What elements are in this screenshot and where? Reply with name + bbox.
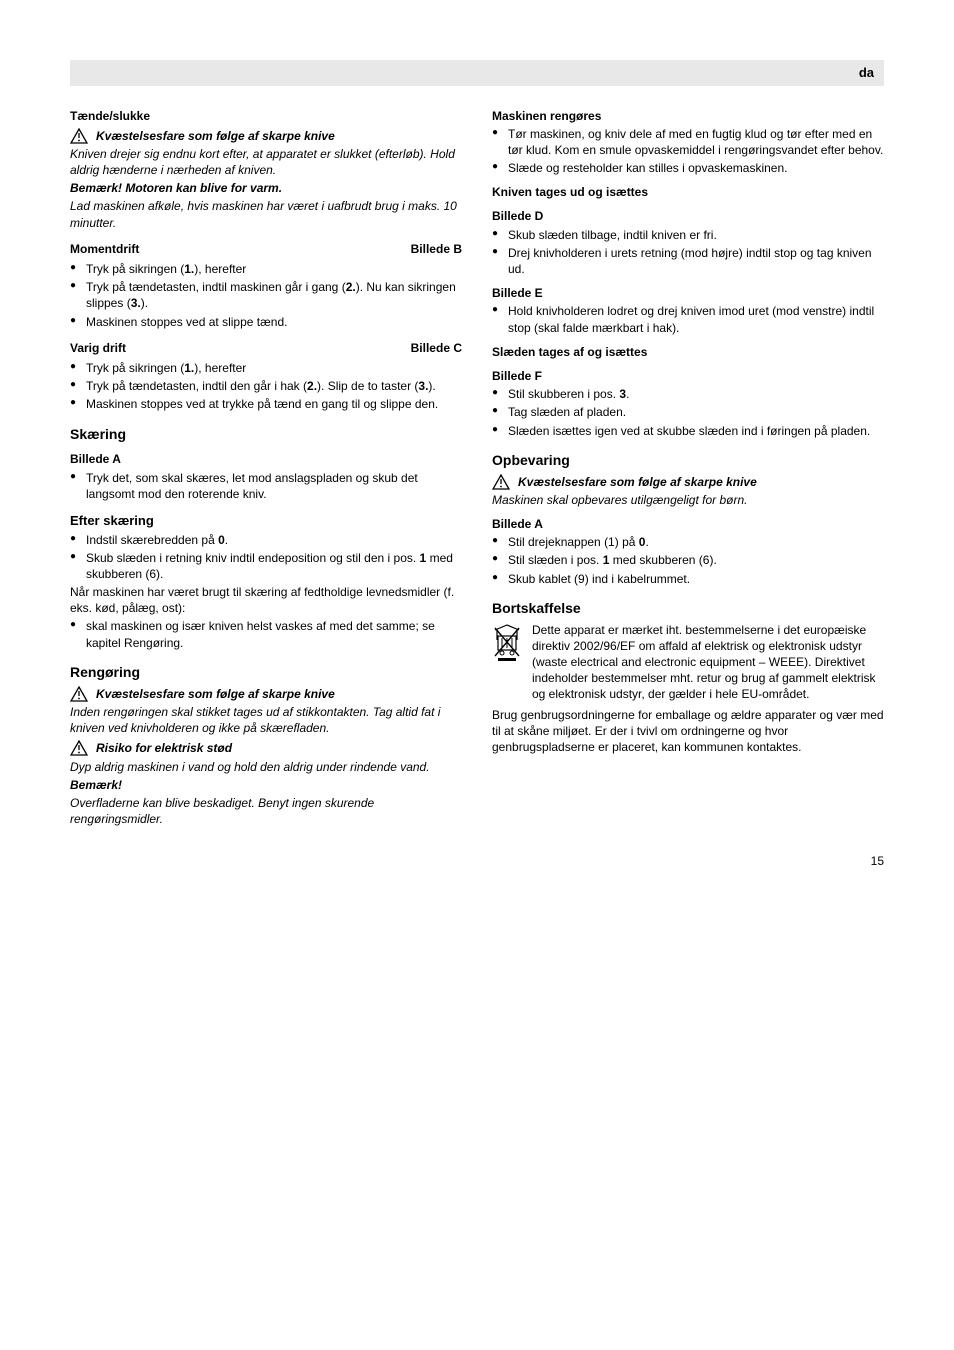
left-column: Tænde/slukke Kvæstelsesfare som følge af… <box>70 100 462 830</box>
billede-b: Billede B <box>411 241 462 257</box>
heading-bortskaffelse: Bortskaffelse <box>492 599 884 618</box>
warning-text: Risiko for elektrisk stød <box>96 740 232 756</box>
list-item: Indstil skærebredden på 0. <box>70 532 462 548</box>
list-item: Tag slæden af pladen. <box>492 404 884 420</box>
bemaerk-heading: Bemærk! <box>70 777 462 793</box>
billede-a-2: Billede A <box>492 516 884 532</box>
warning-icon <box>70 740 88 756</box>
list-item: Slæde og resteholder kan stilles i opvas… <box>492 160 884 176</box>
kniven-e-list: Hold knivholderen lodret og drej kniven … <box>492 303 884 335</box>
warning-knife-2: Kvæstelsesfare som følge af skarpe knive <box>70 686 462 702</box>
warning-knife-3: Kvæstelsesfare som følge af skarpe knive <box>492 474 884 490</box>
motor-warning: Bemærk! Motoren kan blive for varm. <box>70 180 462 196</box>
heading-kniven: Kniven tages ud og isættes <box>492 184 884 200</box>
warning-body: Kniven drejer sig endnu kort efter, at a… <box>70 146 462 178</box>
bortskaffelse-p2: Brug genbrugsordningerne for emballage o… <box>492 707 884 756</box>
heading-slaeden: Slæden tages af og isættes <box>492 344 884 360</box>
list-item: Stil slæden i pos. 1 med skubberen (6). <box>492 552 884 568</box>
maskinen-list: Tør maskinen, og kniv dele af med en fug… <box>492 126 884 177</box>
heading-rengoring: Rengøring <box>70 663 462 682</box>
weee-icon <box>492 622 522 666</box>
list-item: Maskinen stoppes ved at trykke på tænd e… <box>70 396 462 412</box>
efter-list-2: skal maskinen og især kniven helst vaske… <box>70 618 462 650</box>
opbevaring-list: Stil drejeknappen (1) på 0. Stil slæden … <box>492 534 884 587</box>
right-column: Maskinen rengøres Tør maskinen, og kniv … <box>492 100 884 830</box>
list-item: Tryk på sikringen (1.), herefter <box>70 261 462 277</box>
page-number: 15 <box>70 853 884 869</box>
heading-opbevaring: Opbevaring <box>492 451 884 470</box>
varig-row: Varig drift Billede C <box>70 332 462 358</box>
list-item: Tryk på tændetasten, indtil maskinen går… <box>70 279 462 311</box>
billede-c: Billede C <box>411 340 462 356</box>
list-item: Tryk på sikringen (1.), herefter <box>70 360 462 376</box>
skaering-list: Tryk det, som skal skæres, let mod ansla… <box>70 470 462 502</box>
list-item: Stil skubberen i pos. 3. <box>492 386 884 402</box>
columns: Tænde/slukke Kvæstelsesfare som følge af… <box>70 100 884 830</box>
heading-maskinen: Maskinen rengøres <box>492 108 884 124</box>
warning-icon <box>70 686 88 702</box>
billede-e: Billede E <box>492 285 884 301</box>
list-item: Maskinen stoppes ved at slippe tænd. <box>70 314 462 330</box>
list-item: Skub kablet (9) ind i kabelrummet. <box>492 571 884 587</box>
heading-skaering: Skæring <box>70 425 462 444</box>
warning-text: Kvæstelsesfare som følge af skarpe knive <box>96 686 335 702</box>
warning-text: Kvæstelsesfare som følge af skarpe knive <box>518 474 757 490</box>
list-item: Tryk på tændetasten, indtil den går i ha… <box>70 378 462 394</box>
efter-list: Indstil skærebredden på 0. Skub slæden i… <box>70 532 462 583</box>
bemaerk-body: Overfladerne kan blive beskadiget. Benyt… <box>70 795 462 827</box>
list-item: Hold knivholderen lodret og drej kniven … <box>492 303 884 335</box>
list-item: Stil drejeknappen (1) på 0. <box>492 534 884 550</box>
list-item: Skub slæden tilbage, indtil kniven er fr… <box>492 227 884 243</box>
cooldown-note: Lad maskinen afkøle, hvis maskinen har v… <box>70 198 462 230</box>
heading-efter: Efter skæring <box>70 512 462 530</box>
varig-list: Tryk på sikringen (1.), herefter Tryk på… <box>70 360 462 413</box>
list-item: Drej knivholderen i urets retning (mod h… <box>492 245 884 277</box>
warning-body: Dyp aldrig maskinen i vand og hold den a… <box>70 759 462 775</box>
warning-knife-1: Kvæstelsesfare som følge af skarpe knive <box>70 128 462 144</box>
list-item: Slæden isættes igen ved at skubbe slæden… <box>492 423 884 439</box>
heading-taende: Tænde/slukke <box>70 108 462 124</box>
language-bar: da <box>70 60 884 86</box>
momentdrift-list: Tryk på sikringen (1.), herefter Tryk på… <box>70 261 462 330</box>
warning-icon <box>492 474 510 490</box>
list-item: Tør maskinen, og kniv dele af med en fug… <box>492 126 884 158</box>
warning-shock: Risiko for elektrisk stød <box>70 740 462 756</box>
list-item: skal maskinen og især kniven helst vaske… <box>70 618 462 650</box>
warning-body: Maskinen skal opbevares utilgængeligt fo… <box>492 492 884 508</box>
efter-note: Når maskinen har været brugt til skæring… <box>70 584 462 616</box>
billede-a: Billede A <box>70 451 462 467</box>
billede-d: Billede D <box>492 208 884 224</box>
momentdrift-label: Momentdrift <box>70 241 139 257</box>
billede-f: Billede F <box>492 368 884 384</box>
warning-body: Inden rengøringen skal stikket tages ud … <box>70 704 462 736</box>
warning-text: Kvæstelsesfare som følge af skarpe knive <box>96 128 335 144</box>
varig-label: Varig drift <box>70 340 126 356</box>
kniven-d-list: Skub slæden tilbage, indtil kniven er fr… <box>492 227 884 278</box>
warning-icon <box>70 128 88 144</box>
momentdrift-row: Momentdrift Billede B <box>70 233 462 259</box>
list-item: Skub slæden i retning kniv indtil ende­p… <box>70 550 462 582</box>
slaeden-list: Stil skubberen i pos. 3. Tag slæden af p… <box>492 386 884 439</box>
weee-row: Dette apparat er mærket iht. bestemmelse… <box>492 622 884 703</box>
list-item: Tryk det, som skal skæres, let mod ansla… <box>70 470 462 502</box>
weee-text: Dette apparat er mærket iht. bestemmelse… <box>532 622 884 703</box>
